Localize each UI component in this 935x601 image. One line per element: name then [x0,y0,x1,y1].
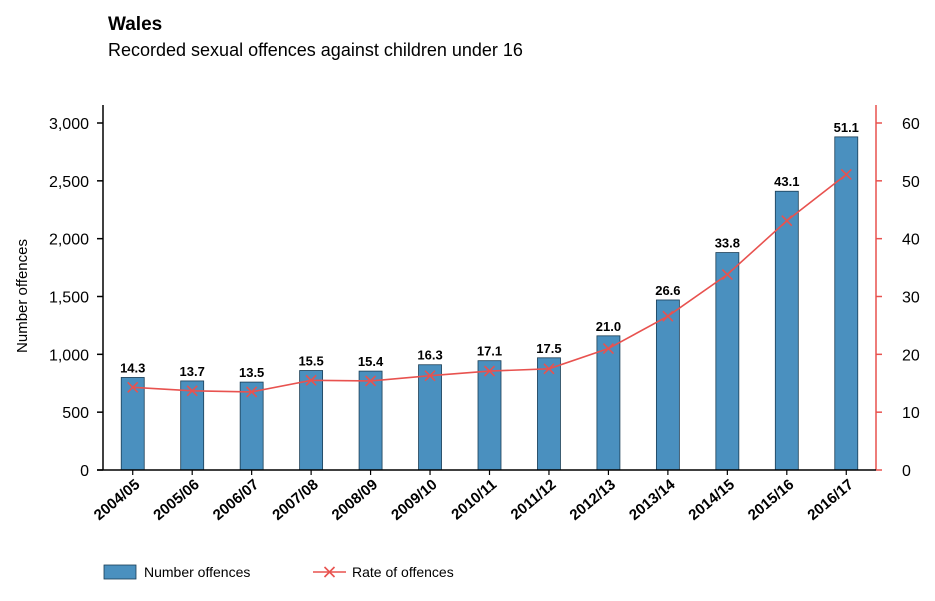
bar-2009-10 [418,364,442,471]
bar-2016-17 [834,136,859,471]
data-label: 16.3 [417,348,442,363]
left-axis-tick-label: 2,500 [49,174,89,191]
y-axis-label: Number offences [14,239,31,353]
rate-marker [483,365,496,377]
data-label: 17.5 [536,341,561,356]
legend-label-number-offences: Number offences [144,564,250,580]
data-label: 13.7 [180,364,205,379]
bar-2013-14 [655,299,680,471]
data-label: 13.5 [239,365,264,380]
rate-marker [721,268,733,281]
data-label: 17.1 [477,344,502,359]
x-axis-tick-label: 2007/08 [269,476,321,524]
left-axis-tick-label: 1,500 [49,290,89,307]
x-axis-tick-label: 2006/07 [210,476,262,524]
bar-2008-09 [358,370,383,471]
data-label: 51.1 [834,120,859,135]
right-axis-tick-label: 60 [902,116,920,133]
bar-2014-15 [715,252,740,471]
right-axis-tick-label: 50 [902,174,920,191]
rate-marker [246,386,258,398]
left-axis-tick-label: 0 [80,463,89,480]
chart-subtitle: Recorded sexual offences against childre… [108,40,523,60]
data-label: 43.1 [774,174,799,189]
left-axis-tick-label: 3,000 [49,116,89,133]
bar-2007-08 [299,370,324,471]
legend-swatch-number-offences [103,564,137,580]
data-label: 15.5 [298,354,323,369]
bar-2004-05 [120,377,145,471]
left-axis-tick-label: 500 [62,405,89,422]
rate-marker [840,168,852,181]
x-axis-tick-label: 2015/16 [745,476,797,524]
legend-label-rate-of-offences: Rate of offences [352,564,454,580]
x-axis-tick-label: 2004/05 [91,476,143,524]
data-label: 14.3 [120,360,145,375]
x-axis-tick-label: 2012/13 [567,476,619,524]
x-axis-tick-label: 2010/11 [448,476,500,523]
left-axis-tick-label: 2,000 [49,232,89,249]
rate-marker [305,374,317,386]
x-axis-tick-label: 2013/14 [626,476,679,524]
data-label: 21.0 [596,319,621,334]
right-axis-tick-label: 20 [902,347,920,364]
bar-2015-16 [774,190,799,471]
x-axis-tick-label: 2016/17 [804,476,856,524]
data-label: 15.4 [358,354,384,369]
right-axis-tick-label: 10 [902,405,920,422]
right-axis-tick-label: 30 [902,290,920,307]
bar-2005-06 [180,380,205,471]
chart-title: Wales [108,14,163,35]
rate-marker [186,385,198,397]
rate-marker [781,215,793,227]
x-axis-tick-label: 2008/09 [329,476,381,524]
bar-2006-07 [239,381,264,471]
legend-marker-rate [323,566,336,578]
x-axis-tick-label: 2014/15 [685,476,737,524]
left-axis-tick-label: 1,000 [49,347,89,364]
right-axis-tick-label: 40 [902,232,920,249]
bar-2012-13 [596,335,621,471]
x-axis-tick-label: 2005/06 [150,476,202,524]
rate-marker [662,310,674,322]
rate-marker [602,342,614,355]
x-axis-tick-label: 2011/12 [508,476,560,523]
rate-marker [365,375,377,387]
rate-marker [424,370,436,382]
bar-2010-11 [477,360,502,471]
rate-marker [543,363,555,375]
x-axis-tick-label: 2009/10 [388,476,440,524]
rate-marker [127,381,139,393]
data-label: 33.8 [715,236,740,251]
right-axis-tick-label: 0 [902,463,911,480]
bar-2011-12 [537,357,561,471]
data-label: 26.6 [655,283,680,298]
